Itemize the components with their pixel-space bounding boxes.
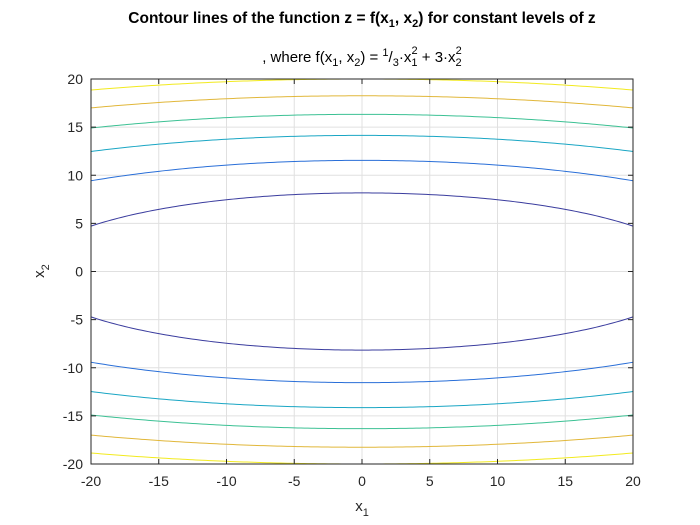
axis-ticks: -20 -15 -10 -5 0 5 10 15 20 -20 -15 -10 -5 0 5 10 15 20 — [63, 71, 641, 489]
x-tick-label: 0 — [358, 473, 366, 489]
x-tick-label: -5 — [288, 473, 301, 489]
chart-subtitle: , where f(x1, x2) = 1/3·x12 + 3·x22 — [262, 45, 462, 69]
contour-line-z600-lower — [90, 391, 634, 409]
y-tick-label: 0 — [75, 264, 83, 280]
x-tick-label: 5 — [426, 473, 434, 489]
contour-line-z200-lower — [90, 316, 634, 351]
contour-line-z400-upper — [90, 159, 634, 182]
y-tick-label: -20 — [63, 456, 83, 472]
y-tick-label: 20 — [67, 71, 83, 87]
contour-line-z800-upper — [90, 113, 634, 129]
x-tick-label: -15 — [149, 473, 169, 489]
y-tick-label: 15 — [67, 119, 83, 135]
contour-line-z800-lower — [90, 414, 634, 430]
y-tick-label: 5 — [75, 215, 83, 231]
contour-line-z600-upper — [90, 134, 634, 152]
contour-line-z1000-lower — [90, 434, 634, 448]
contour-line-z400-lower — [90, 361, 634, 384]
contour-line-z200-upper — [90, 192, 634, 227]
y-tick-label: 10 — [67, 167, 83, 183]
x-tick-label: 10 — [490, 473, 506, 489]
contour-line-z1000-upper — [90, 95, 634, 109]
x-tick-label: 20 — [625, 473, 641, 489]
x-tick-label: -20 — [81, 473, 101, 489]
chart-title: Contour lines of the function z = f(x1, … — [128, 10, 596, 30]
y-tick-label: -5 — [71, 312, 84, 328]
y-tick-label: -10 — [63, 360, 83, 376]
x-tick-label: -10 — [216, 473, 236, 489]
x-axis-label: x1 — [355, 498, 369, 519]
y-axis-label: x2 — [31, 264, 52, 278]
x-tick-label: 15 — [557, 473, 573, 489]
y-tick-label: -15 — [63, 408, 83, 424]
